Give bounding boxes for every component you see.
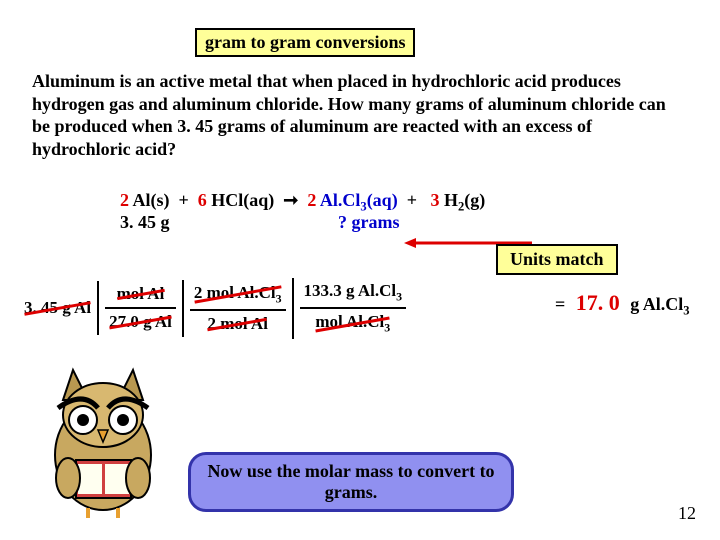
term-3: Al.Cl3(aq)	[320, 190, 398, 210]
dimensional-analysis: 3. 45 g Al mol Al 27.0 g Al 2 mol Al.Cl3…	[24, 278, 412, 339]
arrow-icon: ➞	[283, 190, 298, 210]
answer-value: 17. 0	[576, 290, 620, 315]
term-1: Al(s)	[133, 190, 170, 210]
coef-4: 3	[430, 190, 439, 211]
term-4: H2(g)	[444, 190, 485, 210]
callout-text: Now use the molar mass to convert to gra…	[207, 461, 494, 502]
start-quantity: 3. 45 g Al	[24, 298, 97, 318]
coef-3: 2	[307, 190, 316, 211]
result: = 17. 0 g Al.Cl3	[555, 290, 690, 319]
owl-icon	[28, 360, 178, 520]
units-match-text: Units match	[510, 249, 604, 269]
unknown-mass: ? grams	[338, 212, 400, 233]
answer-unit: g Al.Cl3	[630, 294, 689, 314]
chemical-equation: 2 Al(s) + 6 HCl(aq) ➞ 2 Al.Cl3(aq) + 3 H…	[120, 190, 485, 215]
page-number: 12	[678, 503, 696, 524]
conversion-1: mol Al 27.0 g Al	[97, 281, 182, 335]
conversion-2: 2 mol Al.Cl3 2 mol Al	[182, 280, 292, 337]
coef-1: 2	[120, 190, 129, 211]
problem-statement: Aluminum is an active metal that when pl…	[32, 70, 688, 160]
title-box: gram to gram conversions	[195, 28, 415, 57]
instruction-callout: Now use the molar mass to convert to gra…	[188, 452, 514, 512]
units-match-box: Units match	[496, 244, 618, 275]
equals: =	[555, 294, 565, 314]
coef-2: 6	[198, 190, 207, 211]
conversion-3: 133.3 g Al.Cl3 mol Al.Cl3	[292, 278, 413, 339]
term-2: HCl(aq)	[211, 190, 274, 210]
given-mass: 3. 45 g	[120, 212, 170, 233]
title-text: gram to gram conversions	[205, 32, 405, 52]
